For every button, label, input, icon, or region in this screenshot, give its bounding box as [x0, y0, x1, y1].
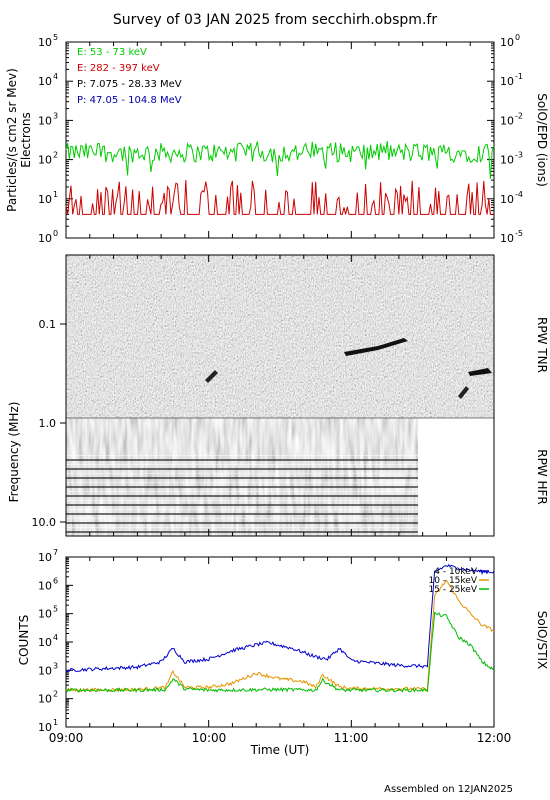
epd-y2-label-4: 10	[500, 75, 514, 88]
rpw-bursts	[205, 338, 492, 399]
epd-legend: E: 53 - 73 keV E: 282 - 397 keV P: 7.075…	[77, 47, 182, 106]
epd-y-label-exp-0: 0	[53, 229, 58, 238]
rpw-hfr-label: RPW HFR	[535, 449, 549, 505]
epd-y2-label-2: 10	[500, 154, 514, 167]
stix-y-label-exp-3: 4	[53, 633, 58, 642]
rpw-y-ticks: 0.1 1.0 10.0	[32, 318, 66, 529]
figure-title: Survey of 03 JAN 2025 from secchirh.obsp…	[113, 12, 437, 28]
stix-y-label-0: 10	[38, 721, 52, 734]
epd-y2-label-exp-3: -2	[515, 111, 523, 120]
legend-stix-2: 10 - 15keV	[429, 576, 478, 586]
rpw-ylabel: Frequency (MHz)	[7, 402, 21, 503]
epd-y-label-4: 10	[38, 75, 52, 88]
legend-stix-3: 15 - 25keV	[429, 585, 478, 595]
epd-ylabel2: Electrons	[19, 112, 33, 167]
stix-y-label-exp-0: 1	[53, 718, 58, 727]
tnr-burst-1	[344, 338, 408, 356]
stix-series-lines	[65, 563, 495, 693]
epd-y2-label-exp-5: 0	[515, 33, 520, 42]
epd-y2-label-exp-0: -5	[515, 229, 523, 238]
stix-y-label-exp-6: 7	[53, 548, 58, 557]
stix-y-label-2: 10	[38, 664, 52, 677]
tnr-burst-3	[458, 386, 469, 399]
xtick-label-0: 09:00	[49, 731, 84, 745]
stix-right-label: SolO/STIX	[535, 611, 549, 670]
epd-y-label-3: 10	[38, 114, 52, 127]
x-axis-labels: 09:00 10:00 11:00 12:00	[49, 731, 512, 745]
rpw-ytick-label-0: 0.1	[39, 318, 57, 331]
stix-y-label-4: 10	[38, 608, 52, 621]
epd-y2-label-1: 10	[500, 193, 514, 206]
epd-y2-label-exp-4: -1	[515, 72, 523, 81]
xtick-label-2: 11:00	[334, 731, 369, 745]
stix-legend: 4 - 10keV 10 - 15keV 15 - 25keV	[429, 567, 489, 595]
epd-y2-label-exp-1: -4	[515, 190, 523, 199]
footer-note: Assembled on 12JAN2025	[384, 784, 513, 795]
legend-epd-p2: P: 47.05 - 104.8 MeV	[77, 95, 182, 106]
rpw-x-ticks	[65, 255, 495, 536]
xtick-label-1: 10:00	[192, 731, 227, 745]
stix-y-label-exp-5: 6	[53, 576, 58, 585]
legend-epd-p1: P: 7.075 - 28.33 MeV	[77, 79, 182, 90]
epd-y-label-2: 10	[38, 154, 52, 167]
hfr-blank	[418, 418, 494, 536]
stix-ylabel: COUNTS	[17, 615, 31, 666]
stix-y-label-exp-4: 5	[53, 605, 58, 614]
xtick-label-3: 12:00	[477, 731, 512, 745]
epd-y-label-1: 10	[38, 193, 52, 206]
stix-y-label-exp-1: 2	[53, 690, 58, 699]
legend-stix-1: 4 - 10keV	[434, 567, 478, 577]
epd-right-label: SolO/EPD (ions)	[535, 93, 549, 187]
epd-y-label-exp-3: 3	[53, 111, 58, 120]
epd-series-lines	[65, 140, 495, 215]
stix-y-label-3: 10	[38, 636, 52, 649]
legend-epd-e2: E: 282 - 397 keV	[77, 63, 160, 74]
hfr-stripes	[66, 455, 418, 536]
rpw-ytick-label-1: 1.0	[39, 417, 57, 430]
epd-series-e1-line	[65, 140, 495, 180]
rpw-ytick-label-2: 10.0	[32, 516, 57, 529]
x-axis-label: Time (UT)	[250, 743, 310, 757]
epd-y-label-exp-4: 4	[53, 72, 58, 81]
epd-y-label-exp-1: 1	[53, 190, 58, 199]
legend-epd-e1: E: 53 - 73 keV	[77, 47, 147, 58]
tnr-burst-4	[205, 370, 218, 383]
epd-y-label-0: 10	[38, 232, 52, 245]
epd-y2-label-0: 10	[500, 232, 514, 245]
stix-y-label-exp-2: 3	[53, 661, 58, 670]
rpw-panel: 0.1 1.0 10.0 Frequency (MHz) RPW TNR RPW…	[7, 254, 549, 537]
stix-series-0-line	[65, 563, 495, 673]
rpw-tnr-label: RPW TNR	[535, 317, 549, 373]
epd-y-label-exp-2: 2	[53, 151, 58, 160]
stix-series-2-line	[65, 611, 495, 693]
epd-y-label-5: 10	[38, 36, 52, 49]
stix-y-label-5: 10	[38, 579, 52, 592]
epd-y2-label-3: 10	[500, 114, 514, 127]
epd-series-e2-line	[65, 180, 494, 215]
epd-ylabel: Particles/(s cm2 sr Mev)	[5, 68, 19, 212]
tnr-burst-2	[468, 368, 492, 376]
tnr-spectrogram	[66, 255, 494, 418]
epd-y-label-exp-5: 5	[53, 33, 58, 42]
stix-y-label-6: 10	[38, 551, 52, 564]
epd-y2-label-5: 10	[500, 36, 514, 49]
epd-y2-label-exp-2: -3	[515, 151, 523, 160]
epd-x-ticks	[65, 42, 495, 238]
stix-x-ticks	[65, 557, 495, 727]
stix-y-label-1: 10	[38, 693, 52, 706]
